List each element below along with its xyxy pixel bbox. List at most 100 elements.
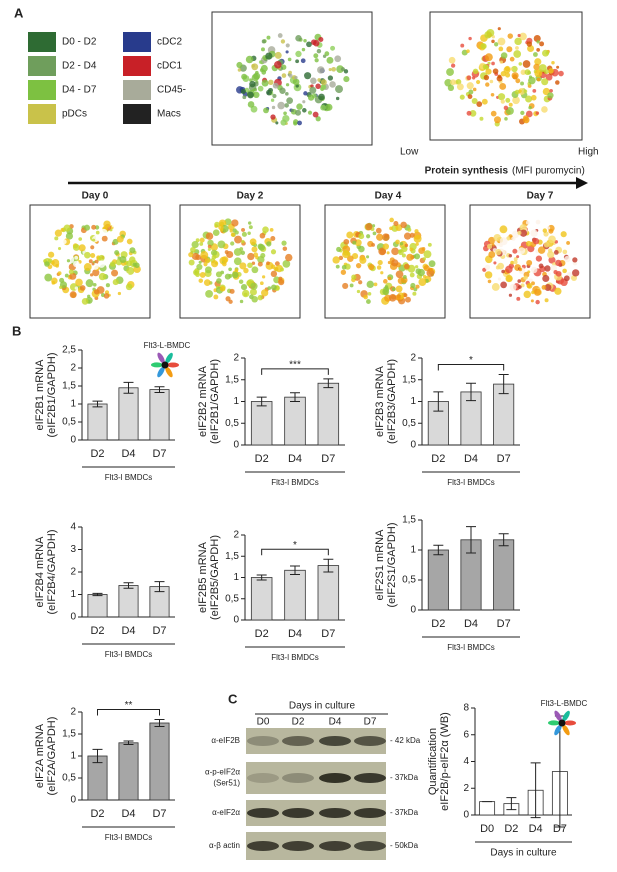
tsne-dot	[520, 110, 525, 116]
tsne-dot	[533, 52, 538, 57]
tsne-dot	[306, 41, 312, 48]
legend-swatch	[123, 56, 151, 76]
tsne-dot	[241, 239, 245, 244]
tsne-dot	[260, 64, 268, 72]
tsne-dot	[375, 227, 382, 234]
x-tick-label: D4	[529, 823, 543, 835]
tsne-dot	[116, 235, 124, 243]
tsne-dot	[486, 243, 493, 249]
tsne-dot	[489, 79, 494, 84]
x-tick-label: D2	[431, 453, 445, 465]
x-axis-label: Flt3-l BMDCs	[271, 478, 319, 487]
tsne-dot	[123, 243, 131, 251]
y-tick-label: 2,5	[62, 345, 76, 356]
tsne-dot	[526, 259, 533, 266]
tsne-dot	[499, 237, 508, 246]
tsne-dot	[310, 77, 317, 85]
tsne-dot	[126, 266, 135, 275]
tsne-dot	[85, 279, 94, 288]
tsne-dot	[293, 121, 298, 126]
error-bar	[498, 374, 509, 395]
tsne-dot	[530, 229, 538, 237]
bar	[118, 387, 139, 441]
tsne-dot	[546, 226, 551, 230]
tsne-dot	[228, 267, 232, 272]
antibody-label: α-p-eIF2α	[205, 768, 240, 777]
tsne-dot	[455, 79, 462, 85]
significance-bracket	[97, 708, 160, 716]
tsne-dot	[279, 87, 286, 94]
x-tick-label: D2	[255, 453, 269, 465]
annotation: Flt3-L-BMDC	[541, 699, 588, 708]
x-tick-label: D2	[90, 625, 104, 637]
significance-label: **	[125, 700, 133, 711]
y-tick-label: 4	[463, 756, 469, 767]
tsne-dot	[84, 251, 91, 259]
tsne-dot	[513, 257, 518, 262]
error-bar	[323, 378, 334, 389]
tsne-dot	[533, 288, 542, 296]
y-tick-label: 0	[410, 605, 416, 616]
tsne-dot	[483, 74, 490, 81]
tsne-dot	[539, 41, 545, 47]
tsne-dot	[90, 245, 95, 250]
tsne-dot	[403, 293, 408, 298]
tsne-dot	[302, 108, 307, 113]
tsne-dot	[409, 232, 415, 238]
tsne-dot	[295, 50, 302, 58]
tsne-dot	[379, 248, 386, 255]
tsne-dot	[400, 221, 407, 229]
tsne-dot	[511, 72, 519, 80]
tsne-dot	[270, 98, 275, 102]
y-tick-label: 2	[70, 707, 76, 718]
tsne-dot	[281, 73, 287, 78]
tsne-dot	[500, 99, 505, 104]
tsne-dot	[399, 241, 404, 246]
x-tick-label: D4	[464, 453, 478, 465]
tsne-dot	[269, 228, 274, 232]
tsne-dot	[204, 266, 212, 274]
tsne-dot	[461, 49, 468, 56]
tsne-dot	[560, 231, 567, 238]
tsne-dot	[188, 259, 195, 266]
lane-label: D2	[292, 717, 305, 728]
tsne-dot	[505, 106, 514, 115]
tsne-dot	[57, 246, 62, 251]
tsne-dot	[456, 83, 464, 91]
tsne-dot	[516, 296, 521, 301]
tsne-dot	[114, 250, 120, 256]
tsne-dot	[94, 225, 100, 230]
tsne-dot	[505, 265, 513, 274]
tsne-dot	[485, 82, 490, 87]
size-marker: - 37kDa	[390, 808, 419, 817]
tsne-dot	[518, 247, 526, 255]
tsne-dot	[534, 69, 543, 78]
tsne-dot	[471, 76, 476, 80]
tsne-dot	[237, 68, 242, 72]
tsne-dot	[257, 85, 264, 92]
tsne-dot	[313, 40, 320, 47]
tsne-dot	[205, 289, 213, 298]
tsne-dot	[307, 110, 313, 115]
y-tick-label: 0	[410, 440, 416, 451]
tsne-dot	[207, 239, 214, 247]
scale-unit: (MFI puromycin)	[512, 166, 585, 177]
tsne-dot	[191, 240, 199, 249]
tsne-dot	[249, 288, 257, 296]
tsne-dot	[516, 255, 520, 259]
x-tick-label: D4	[288, 628, 302, 640]
tsne-dot	[334, 55, 342, 63]
tsne-dot	[188, 252, 194, 258]
x-tick-label: D7	[321, 453, 335, 465]
tsne-dot	[259, 281, 264, 286]
tsne-dot	[198, 260, 202, 264]
x-axis-label: Flt3-l BMDCs	[105, 650, 153, 659]
tsne-dot	[391, 287, 396, 292]
tsne-dot	[317, 78, 321, 82]
x-tick-label: D4	[464, 618, 478, 630]
tsne-dot	[446, 68, 454, 76]
tsne-dot	[91, 224, 97, 230]
tsne-dot	[371, 224, 376, 228]
bar	[493, 539, 515, 611]
tsne-dot	[532, 238, 540, 245]
